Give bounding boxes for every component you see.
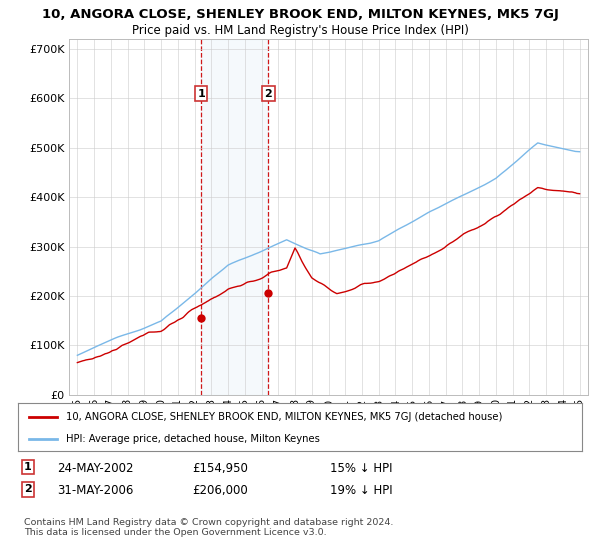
Text: 2: 2 xyxy=(24,484,32,494)
Text: Price paid vs. HM Land Registry's House Price Index (HPI): Price paid vs. HM Land Registry's House … xyxy=(131,24,469,36)
Text: 24-MAY-2002: 24-MAY-2002 xyxy=(57,462,133,475)
Text: £206,000: £206,000 xyxy=(192,484,248,497)
Text: 10, ANGORA CLOSE, SHENLEY BROOK END, MILTON KEYNES, MK5 7GJ (detached house): 10, ANGORA CLOSE, SHENLEY BROOK END, MIL… xyxy=(66,412,502,422)
Text: £154,950: £154,950 xyxy=(192,462,248,475)
Text: 10, ANGORA CLOSE, SHENLEY BROOK END, MILTON KEYNES, MK5 7GJ: 10, ANGORA CLOSE, SHENLEY BROOK END, MIL… xyxy=(41,8,559,21)
Text: 2: 2 xyxy=(265,88,272,99)
Text: 15% ↓ HPI: 15% ↓ HPI xyxy=(330,462,392,475)
Text: 1: 1 xyxy=(24,462,32,472)
Text: 1: 1 xyxy=(197,88,205,99)
Text: Contains HM Land Registry data © Crown copyright and database right 2024.
This d: Contains HM Land Registry data © Crown c… xyxy=(24,518,394,538)
Text: 31-MAY-2006: 31-MAY-2006 xyxy=(57,484,133,497)
Text: 19% ↓ HPI: 19% ↓ HPI xyxy=(330,484,392,497)
Text: HPI: Average price, detached house, Milton Keynes: HPI: Average price, detached house, Milt… xyxy=(66,434,320,444)
Bar xyxy=(201,39,268,395)
